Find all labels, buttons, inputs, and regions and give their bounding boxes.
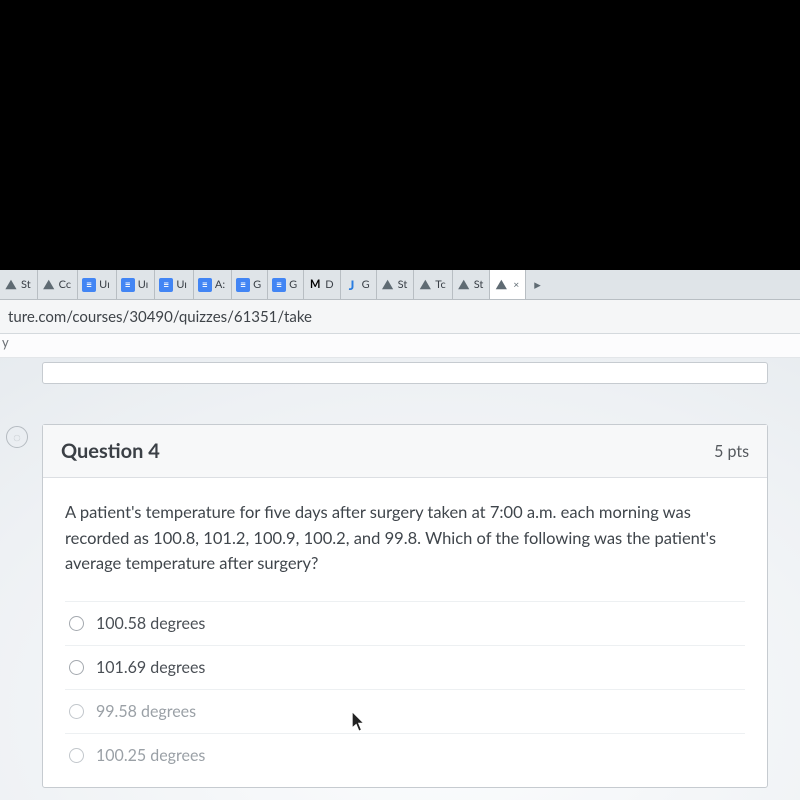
site-icon: M (308, 278, 322, 292)
browser-tab[interactable]: ⛰Tc (414, 270, 452, 299)
answer-label: 99.58 degrees (96, 702, 196, 721)
answer-option[interactable]: 101.69 degrees (65, 645, 745, 689)
site-icon: ≡ (82, 278, 96, 292)
browser-tab[interactable]: ≡Uı (117, 270, 156, 299)
tab-label: G (362, 278, 370, 291)
black-region (0, 0, 800, 270)
answer-label: 101.69 degrees (96, 658, 205, 677)
toolbar-hint: y (2, 334, 9, 350)
site-icon: ≡ (159, 278, 173, 292)
tab-label: G (253, 278, 261, 291)
bookmarks-bar: y (0, 334, 800, 358)
tab-label: St (474, 278, 484, 291)
site-icon: ⛰ (418, 278, 432, 292)
browser-tab[interactable]: ≡Uı (155, 270, 194, 299)
browser-tab[interactable]: ⛰St (0, 270, 38, 299)
page-content: ◌ Question 4 5 pts A patient's temperatu… (0, 358, 800, 800)
site-icon: ⛰ (381, 278, 395, 292)
radio-icon[interactable] (69, 660, 84, 675)
tab-label: Uı (176, 278, 187, 291)
browser-tab[interactable]: ⛰St (453, 270, 491, 299)
site-icon: ≡ (198, 278, 212, 292)
site-icon: ⛰ (457, 278, 471, 292)
previous-question-card (42, 362, 768, 384)
site-icon: ⛰ (494, 278, 508, 292)
site-icon: ≡ (272, 278, 286, 292)
url-text: ture.com/courses/30490/quizzes/61351/tak… (8, 308, 312, 326)
site-icon: ⛰ (42, 278, 56, 292)
tab-label: Cc (59, 278, 72, 291)
site-icon: ≡ (121, 278, 135, 292)
browser-tab[interactable]: ≡A: (194, 270, 232, 299)
question-header: Question 4 5 pts (43, 425, 767, 478)
site-icon: ⛰ (4, 278, 18, 292)
tab-label: St (21, 278, 31, 291)
new-tab-button[interactable]: ▸ (526, 276, 549, 293)
tab-label: Uı (99, 278, 110, 291)
site-icon: J (345, 278, 359, 292)
answer-option[interactable]: 100.58 degrees (65, 601, 745, 645)
browser-tab-bar: ⛰St⛰Cc≡Uı≡Uı≡Uı≡A:≡G≡GMDJG⛰St⛰Tc⛰St ⛰ × … (0, 270, 800, 300)
browser-tab[interactable]: ≡Uı (78, 270, 117, 299)
browser-tab[interactable]: ≡G (232, 270, 268, 299)
radio-icon[interactable] (69, 748, 84, 763)
nav-marker-icon: ◌ (13, 430, 21, 445)
answer-option[interactable]: 100.25 degrees (65, 733, 745, 777)
answer-label: 100.25 degrees (96, 746, 205, 765)
question-card: Question 4 5 pts A patient's temperature… (42, 424, 768, 788)
radio-icon[interactable] (69, 616, 84, 631)
browser-tab[interactable]: ⛰Cc (38, 270, 79, 299)
browser-tab[interactable]: ⛰St (377, 270, 415, 299)
tab-label: A: (215, 278, 225, 291)
question-points: 5 pts (714, 442, 749, 461)
browser-tab-active[interactable]: ⛰ × (490, 270, 526, 299)
tab-label: G (289, 278, 297, 291)
question-body: A patient's temperature for five days af… (43, 478, 767, 787)
browser-tab[interactable]: MD (304, 270, 340, 299)
tab-label: D (325, 278, 333, 291)
tab-label: Uı (138, 278, 149, 291)
browser-tab[interactable]: ≡G (268, 270, 304, 299)
tab-label: St (398, 278, 408, 291)
site-icon: ≡ (236, 278, 250, 292)
question-nav-icon[interactable]: ◌ (6, 426, 28, 448)
browser-tab[interactable]: JG (341, 270, 377, 299)
tab-label: Tc (435, 278, 445, 291)
question-text: A patient's temperature for five days af… (65, 500, 745, 577)
question-title: Question 4 (61, 439, 160, 463)
radio-icon[interactable] (69, 704, 84, 719)
address-bar[interactable]: ture.com/courses/30490/quizzes/61351/tak… (0, 300, 800, 334)
answer-option[interactable]: 99.58 degrees (65, 689, 745, 733)
answer-label: 100.58 degrees (96, 614, 205, 633)
close-icon[interactable]: × (513, 279, 519, 291)
